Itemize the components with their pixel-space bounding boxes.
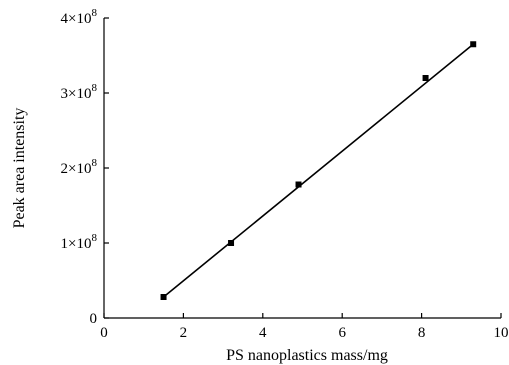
x-tick-label: 6 xyxy=(338,325,346,341)
x-axis-title: PS nanoplastics mass/mg xyxy=(226,347,388,364)
data-point-marker xyxy=(295,181,302,188)
x-tick-label: 4 xyxy=(259,325,267,341)
data-point-marker xyxy=(422,75,429,81)
regression-line xyxy=(163,43,474,298)
data-point-marker xyxy=(160,294,167,300)
x-tick-label: 10 xyxy=(494,325,509,341)
data-point-marker xyxy=(228,240,235,246)
y-ticks: 0 1×108 2×108 3×108 4×108 xyxy=(61,7,109,327)
x-ticks: 0 2 4 6 8 10 xyxy=(100,313,509,341)
axes xyxy=(103,18,501,319)
y-axis-title: Peak area intensity xyxy=(11,108,28,229)
y-tick-label: 1×108 xyxy=(61,232,98,252)
x-tick-label: 2 xyxy=(180,325,188,341)
y-tick-label: 4×108 xyxy=(61,7,98,27)
data-points xyxy=(160,41,477,300)
x-tick-label: 0 xyxy=(100,325,108,341)
y-tick-label: 2×108 xyxy=(61,157,98,177)
x-tick-label: 8 xyxy=(418,325,426,341)
fit-line-group xyxy=(163,43,474,298)
data-point-marker xyxy=(470,41,477,48)
y-tick-label: 3×108 xyxy=(61,82,98,102)
y-tick-label: 0 xyxy=(90,311,98,327)
